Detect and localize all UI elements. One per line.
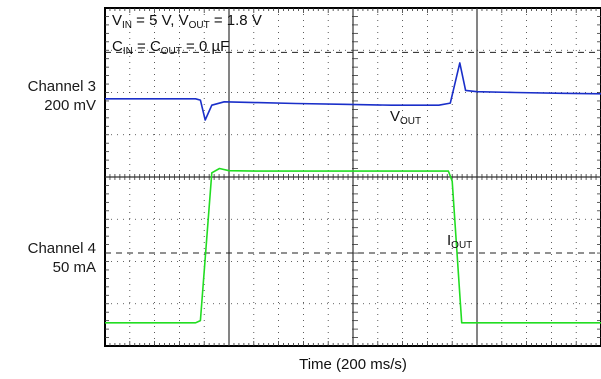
- test-condition-2: CIN = COUT = 0 µF: [112, 38, 230, 57]
- traces: [105, 62, 601, 324]
- channel-4-scale: 50 mA: [52, 259, 96, 276]
- iout-trace-label: IOUT: [447, 232, 473, 251]
- x-axis-label: Time (200 ms/s): [299, 356, 407, 373]
- vout-trace-label: VOUT: [390, 108, 422, 127]
- channel-3-name: Channel 3: [27, 78, 96, 95]
- reference-levels: [105, 51, 601, 254]
- series-vout-line: [105, 62, 601, 121]
- channel-4-name: Channel 4: [27, 240, 96, 257]
- series-iout-line: [105, 167, 601, 324]
- channel-3-scale: 200 mV: [44, 97, 96, 114]
- grid: [105, 8, 601, 346]
- test-condition-1: VIN = 5 V, VOUT = 1.8 V: [112, 12, 262, 31]
